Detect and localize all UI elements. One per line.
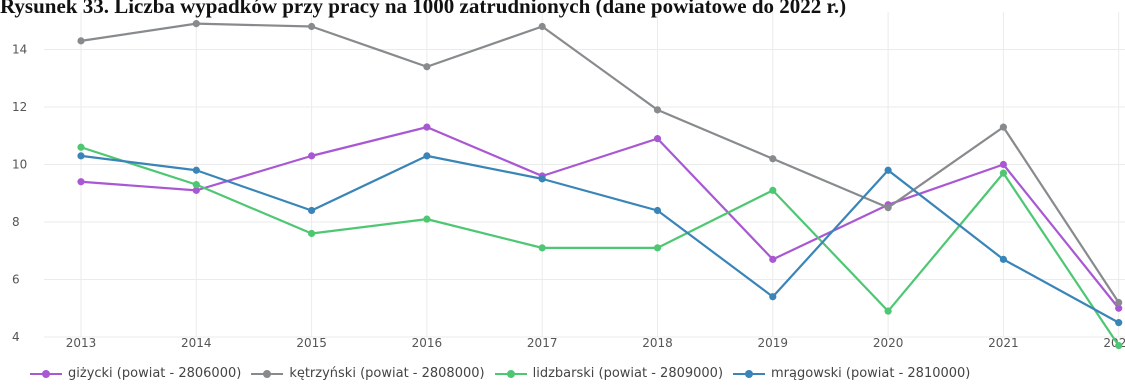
data-point [538,244,546,252]
data-point [653,244,662,252]
data-point [192,20,200,28]
x-tick-label: 2021 [988,336,1019,350]
data-point [769,155,777,163]
data-point [999,160,1008,169]
line-chart: 4 6 8 10 12 14 2013 2014 2015 2016 2017 2018 2019 202… [12,12,1125,351]
data-point [423,215,431,223]
y-tick-label: 10 [12,158,27,172]
data-point [192,166,200,174]
legend-item[interactable]: giżycki (powiat - 2806000) [30,366,241,381]
legend-item[interactable]: mrągowski (powiat - 2810000) [733,366,970,381]
y-tick-label: 6 [12,273,20,287]
legend-swatch [30,368,62,380]
data-point [769,186,777,194]
data-point [192,186,200,194]
data-point [538,175,546,183]
y-tick-label: 4 [12,330,20,344]
series-line [80,154,1120,324]
y-tick-label: 14 [12,43,27,57]
data-point [1115,342,1123,350]
legend-swatch [733,368,766,380]
data-point [308,22,316,31]
data-point [538,22,546,31]
data-point [653,206,662,215]
x-tick-label: 2017 [527,336,558,350]
series-2 [77,143,1123,350]
legend: giżycki (powiat - 2806000) kętrzyński (po… [30,366,970,381]
data-point [192,181,200,189]
legend-label: mrągowski (powiat - 2810000) [771,366,971,381]
legend-label: giżycki (powiat - 2806000) [68,366,242,381]
grid-lines [44,12,1125,338]
data-point [308,206,316,215]
x-tick-label: 2016 [412,336,443,350]
legend-label: lidzbarski (powiat - 2809000) [532,366,724,381]
data-point [884,307,892,315]
series-line [80,126,1120,309]
data-point [1115,319,1123,327]
series-line [80,22,1120,304]
legend-swatch [494,368,527,380]
x-tick-label: 2014 [181,336,212,350]
legend-item[interactable]: lidzbarski (powiat - 2809000) [494,366,724,381]
series-1 [77,20,1123,307]
data-point [769,255,777,263]
data-point [999,255,1008,263]
data-point [999,123,1008,131]
y-tick-label: 8 [12,215,20,229]
x-tick-label: 2019 [758,336,789,350]
data-point [77,152,85,160]
series-line [80,146,1120,347]
chart-title: Rysunek 33. Liczba wypadków przy pracy n… [0,0,847,18]
x-tick-label: 2020 [873,336,904,350]
x-tick-label: 2013 [66,336,97,350]
data-point [769,293,777,301]
data-point [999,169,1008,177]
data-point [308,152,316,160]
legend-item[interactable]: kętrzyński (powiat - 2808000) [251,366,485,381]
data-point [308,229,316,238]
data-point [653,135,662,143]
series-3 [77,152,1123,327]
data-point [423,152,431,160]
data-point [1115,304,1123,312]
data-point [77,178,85,186]
legend-swatch [251,368,284,380]
data-point [1115,298,1123,307]
x-tick-label: 2015 [296,336,327,350]
y-tick-label: 12 [12,100,27,114]
data-point [884,204,892,212]
legend-label: kętrzyński (powiat - 2808000) [289,366,485,381]
data-point [77,143,85,151]
data-point [423,123,431,131]
data-point [423,63,431,71]
x-tick-label: 2018 [642,336,673,350]
data-point [653,106,662,114]
data-point [77,37,85,45]
data-point [884,166,892,174]
axis-labels: 4 6 8 10 12 14 2013 2014 2015 2016 2017 2018 2019 202… [12,43,1125,351]
series-lines [77,20,1123,350]
